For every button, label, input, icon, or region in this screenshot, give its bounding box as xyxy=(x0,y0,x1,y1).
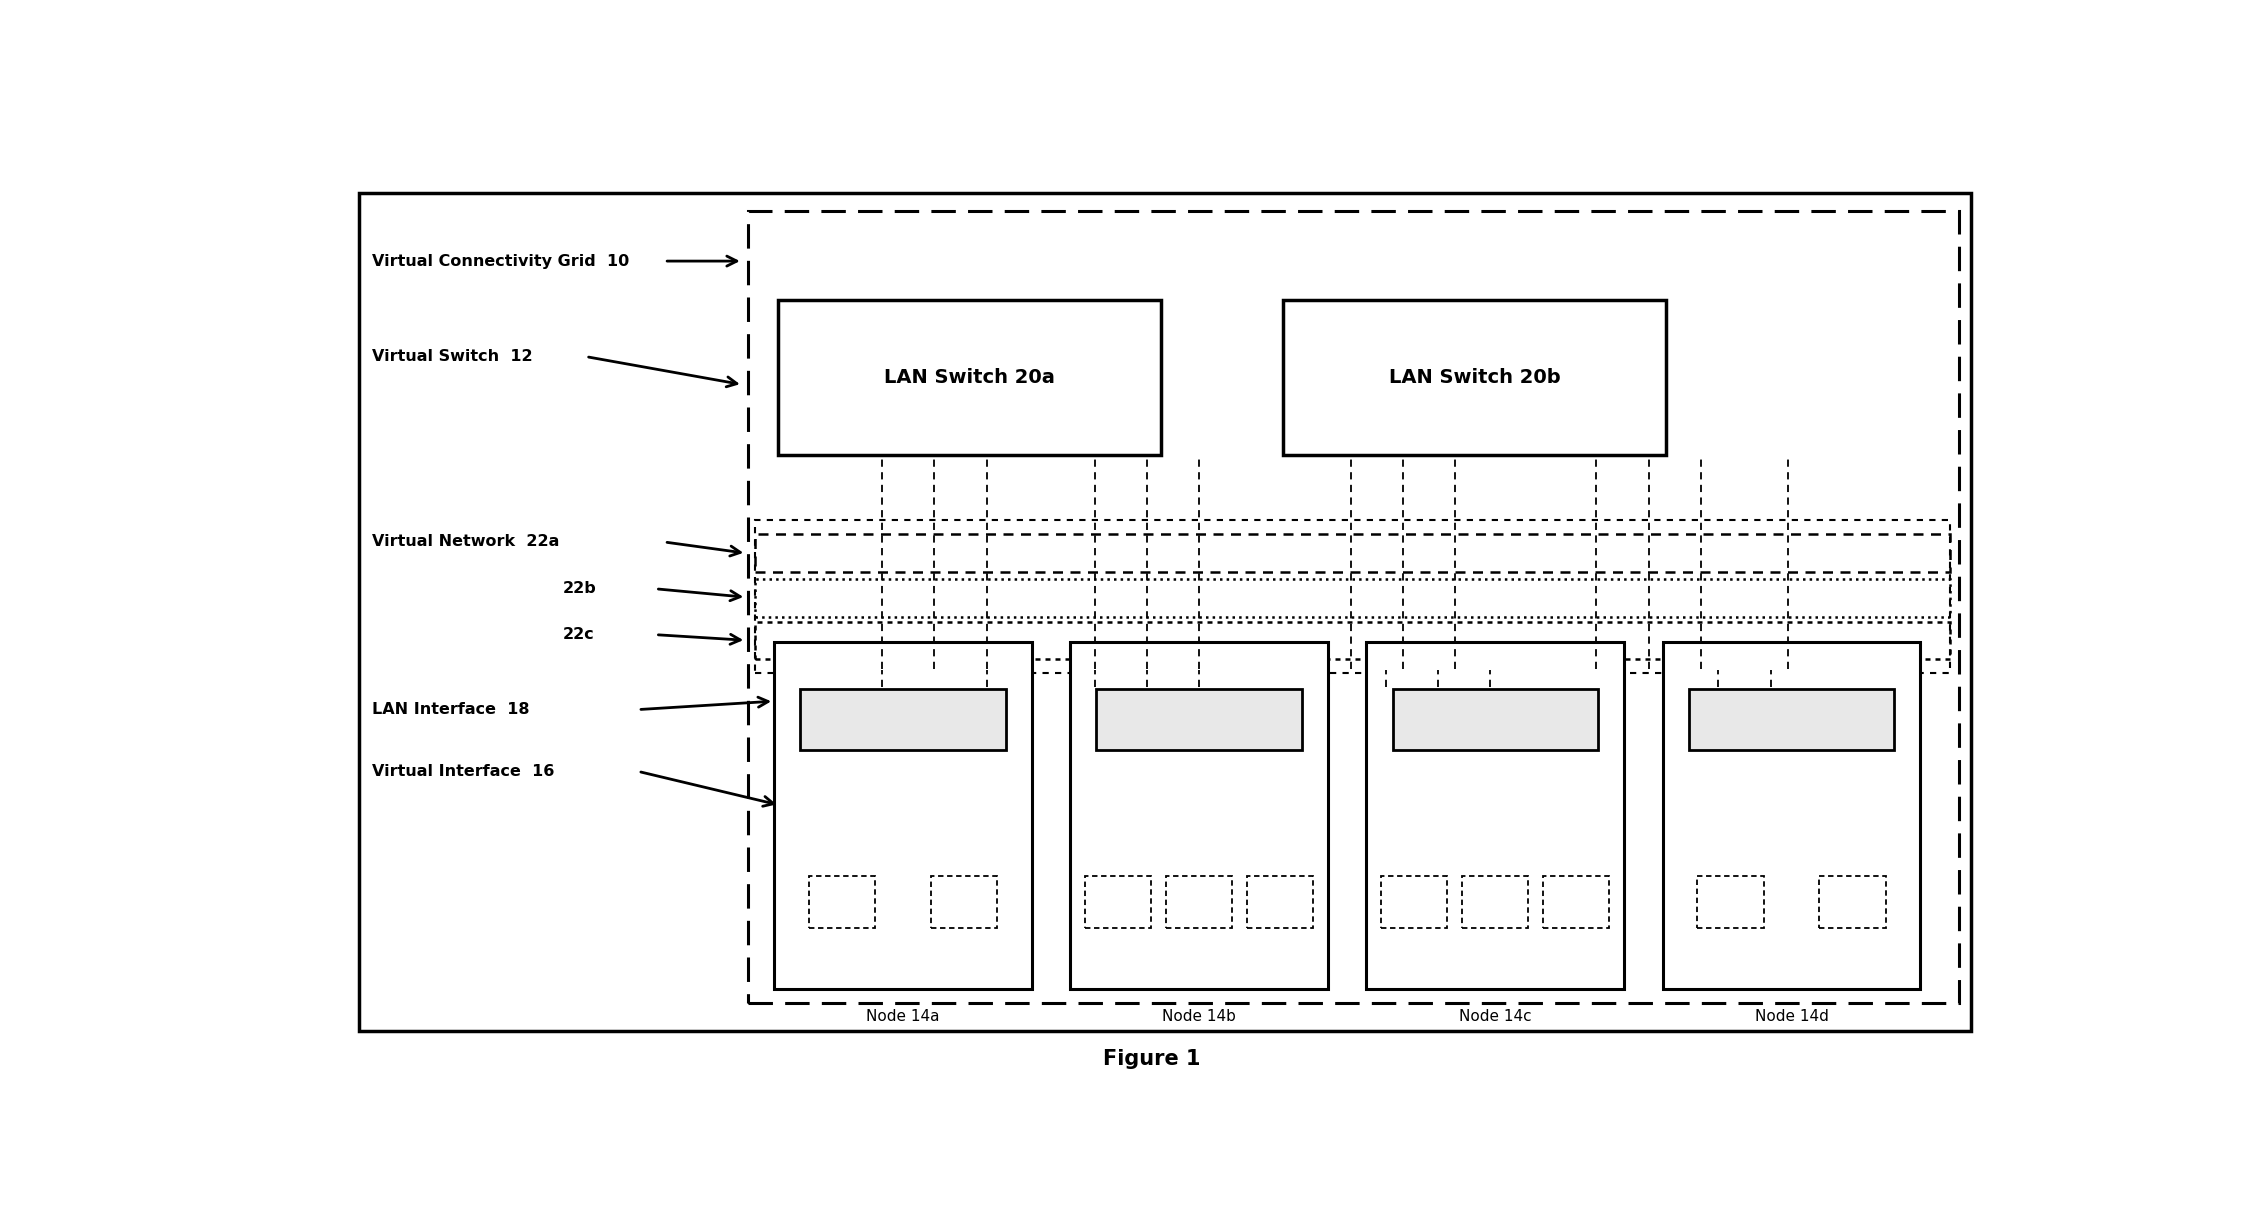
Text: Node 14a: Node 14a xyxy=(865,1009,940,1024)
Bar xyxy=(1688,689,1895,750)
Text: Node 14b: Node 14b xyxy=(1162,1009,1236,1024)
Bar xyxy=(360,193,1971,1031)
Bar xyxy=(755,535,1949,572)
Bar xyxy=(931,877,998,928)
Bar xyxy=(755,520,1949,674)
Bar xyxy=(749,212,1958,1003)
Bar xyxy=(800,689,1005,750)
Bar xyxy=(755,621,1949,659)
Bar xyxy=(1086,877,1151,928)
Text: Node 14c: Node 14c xyxy=(1459,1009,1531,1024)
Bar xyxy=(1380,877,1448,928)
Text: LAN Switch 20b: LAN Switch 20b xyxy=(1389,368,1560,387)
Bar xyxy=(1664,642,1920,989)
Text: LAN Switch 20a: LAN Switch 20a xyxy=(883,368,1054,387)
Bar xyxy=(773,642,1032,989)
Bar xyxy=(1367,642,1625,989)
Bar xyxy=(1392,689,1598,750)
Text: Node 14d: Node 14d xyxy=(1753,1009,1828,1024)
Bar xyxy=(1461,877,1529,928)
Bar xyxy=(809,877,874,928)
Bar xyxy=(1284,300,1666,455)
Text: Virtual Switch  12: Virtual Switch 12 xyxy=(371,349,533,364)
Bar xyxy=(778,300,1160,455)
Bar xyxy=(1542,877,1610,928)
Text: 22b: 22b xyxy=(564,581,598,596)
Bar xyxy=(755,580,1949,617)
Bar xyxy=(1819,877,1886,928)
Bar xyxy=(1167,877,1232,928)
Text: Virtual Interface  16: Virtual Interface 16 xyxy=(371,764,553,779)
Bar xyxy=(1070,642,1329,989)
Text: LAN Interface  18: LAN Interface 18 xyxy=(371,702,528,717)
Text: Figure 1: Figure 1 xyxy=(1104,1049,1200,1069)
Text: Virtual Connectivity Grid  10: Virtual Connectivity Grid 10 xyxy=(371,254,629,269)
Bar xyxy=(1097,689,1302,750)
Text: Virtual Network  22a: Virtual Network 22a xyxy=(371,535,560,550)
Bar xyxy=(1697,877,1765,928)
Bar xyxy=(1248,877,1313,928)
Text: 22c: 22c xyxy=(564,627,596,642)
